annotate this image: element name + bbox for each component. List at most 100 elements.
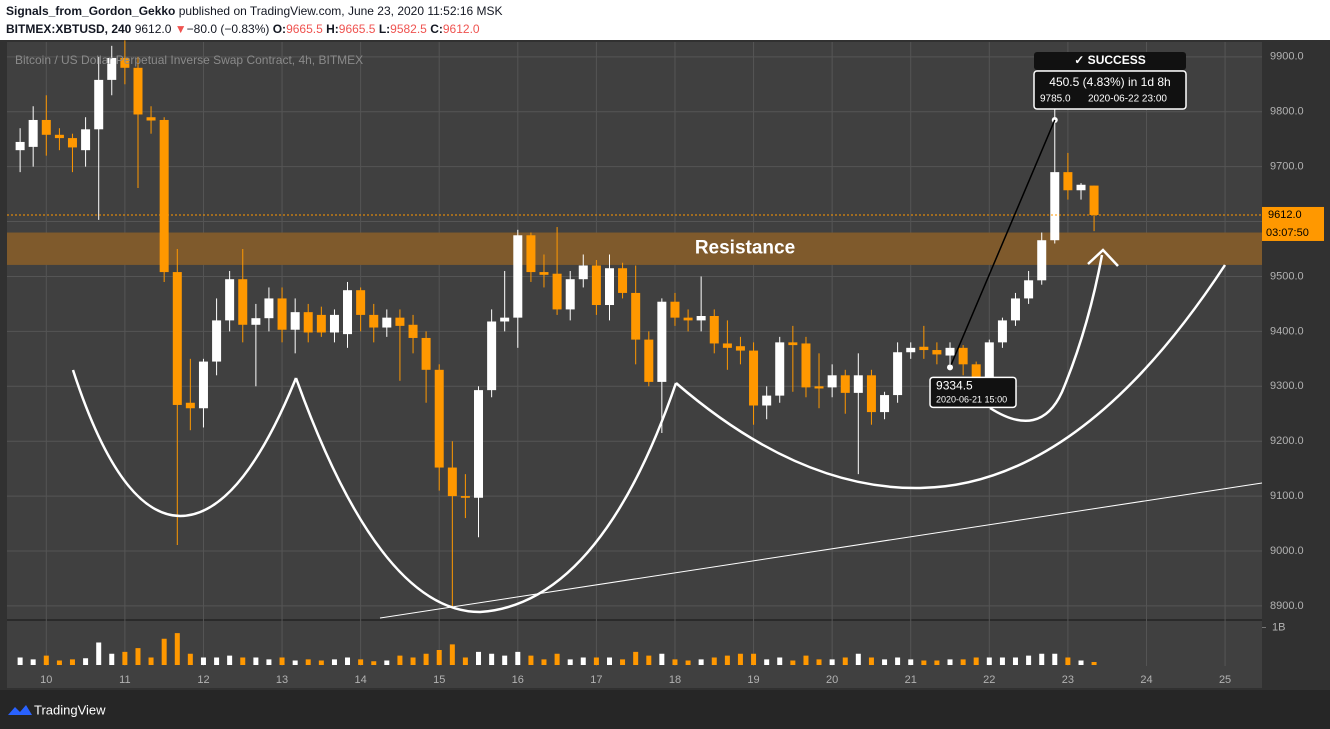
x-tick-label: 14: [355, 674, 367, 686]
candle-body: [657, 301, 667, 382]
volume-bar: [1039, 653, 1045, 665]
success-time: 2020-06-22 23:00: [1088, 94, 1167, 105]
volume-bar: [240, 657, 246, 665]
logo: [8, 705, 32, 715]
candle-body: [631, 292, 641, 340]
volume-bar: [1091, 662, 1097, 665]
x-tick-label: 18: [669, 674, 681, 686]
x-tick-label: 21: [905, 674, 917, 686]
candle-body: [329, 314, 339, 333]
volume-bar: [292, 660, 298, 665]
volume-tick-label: 1B: [1272, 621, 1285, 633]
candle-body: [788, 342, 798, 346]
y-tick-label: 9100.0: [1270, 490, 1304, 502]
candle-body: [185, 402, 195, 409]
candle-body: [971, 364, 981, 381]
volume-bar: [122, 651, 128, 665]
volume-bar: [83, 658, 89, 665]
candle-body: [827, 375, 837, 388]
low-box: [929, 376, 1017, 409]
candle-body: [1063, 172, 1073, 191]
candle-body: [984, 342, 994, 381]
volume-bar: [567, 659, 573, 665]
volume-bar: [489, 653, 495, 665]
candle-body: [866, 375, 876, 413]
candle-body: [1024, 280, 1034, 299]
volume-bar: [973, 657, 979, 665]
volume-bar: [305, 659, 311, 665]
chart-title: Bitcoin / US Dollar Perpetual Inverse Sw…: [15, 53, 363, 67]
volume-bar: [1026, 655, 1032, 665]
candle-body: [1037, 240, 1047, 281]
x-tick-label: 22: [983, 674, 995, 686]
candle-body: [238, 279, 248, 325]
candle-body: [840, 375, 850, 393]
candle-body: [225, 279, 235, 321]
volume-bar: [751, 653, 757, 665]
volume-bar: [803, 655, 809, 665]
volume-bar: [515, 651, 521, 665]
volume-bar: [986, 657, 992, 665]
candle-body: [133, 67, 143, 115]
move-line: [949, 119, 1056, 368]
candle-body: [1050, 172, 1060, 241]
volume-bar: [30, 659, 36, 665]
candle-body: [591, 265, 601, 306]
x-tick-label: 20: [826, 674, 838, 686]
volume-bar: [148, 657, 154, 665]
trend-line: [379, 482, 1263, 619]
resistance-label: Resistance: [695, 238, 795, 259]
candle-body: [343, 290, 353, 335]
volume-bar: [279, 657, 285, 665]
x-tick-label: 10: [40, 674, 52, 686]
volume-bar: [672, 659, 678, 665]
x-tick-label: 15: [433, 674, 445, 686]
volume-bar: [934, 660, 940, 665]
candle-body: [15, 141, 25, 151]
candle-body: [67, 138, 77, 148]
volume-bar: [331, 659, 337, 665]
volume-bar: [384, 660, 390, 665]
candle-body: [906, 347, 916, 353]
candle-body: [251, 318, 261, 325]
candle-body: [28, 119, 38, 147]
volume-bar: [161, 638, 167, 665]
candle-body: [644, 339, 654, 382]
volume-bar: [318, 660, 324, 665]
candle-body: [853, 375, 863, 393]
candle-body: [212, 320, 222, 362]
y-tick-label: 9300.0: [1270, 380, 1304, 392]
candle-body: [395, 317, 405, 326]
volume-bar: [895, 657, 901, 665]
candle-body: [408, 324, 418, 338]
candle-body: [277, 298, 287, 330]
arrow-head: [1087, 248, 1119, 267]
volume-bar: [227, 655, 233, 665]
volume-bar: [829, 659, 835, 665]
arrow-curve: [989, 254, 1104, 423]
volume-bar: [960, 659, 966, 665]
candle-body: [762, 395, 772, 406]
low-price: 9334.5: [936, 379, 973, 393]
candle-body: [500, 317, 510, 322]
volume-bar: [174, 633, 180, 665]
volume-bar: [646, 655, 652, 665]
candle-body: [421, 337, 431, 370]
volume-bar: [999, 657, 1005, 665]
volume-bar: [580, 657, 586, 665]
candle-body: [880, 395, 890, 413]
candle-body: [932, 350, 942, 355]
candle-body: [434, 369, 444, 468]
candle-body: [382, 317, 392, 328]
volume-bar: [528, 655, 534, 665]
candle-body: [1089, 185, 1099, 215]
volume-bar: [777, 657, 783, 665]
volume-bar: [449, 644, 455, 665]
candle-body: [316, 314, 326, 333]
success-status: ✓ SUCCESS: [1074, 53, 1145, 67]
candle-body: [696, 315, 706, 321]
volume-bar: [423, 653, 429, 665]
volume-bar: [96, 642, 102, 665]
volume-bar: [593, 657, 599, 665]
